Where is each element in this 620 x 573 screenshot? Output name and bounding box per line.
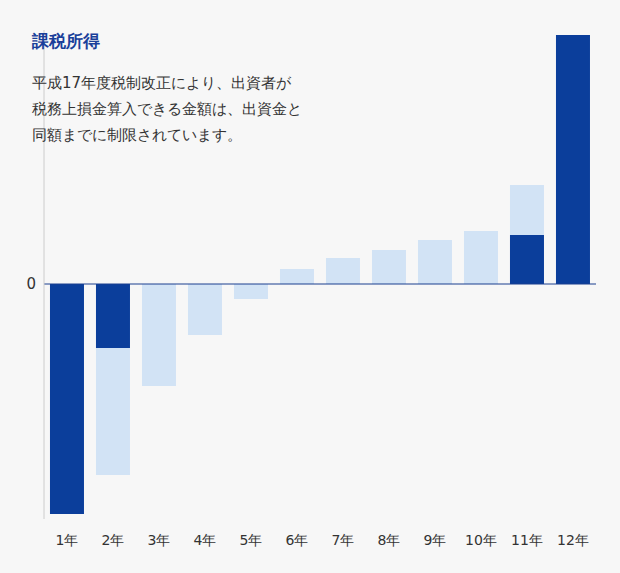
svg-text:6年: 6年 <box>286 532 309 548</box>
svg-text:2年: 2年 <box>102 532 125 548</box>
svg-text:7年: 7年 <box>332 532 355 548</box>
svg-text:11年: 11年 <box>511 532 543 548</box>
svg-text:10年: 10年 <box>465 532 497 548</box>
svg-text:5年: 5年 <box>240 532 263 548</box>
html-text:平成17年度税制改正により、出資者が 税務上損金算入できる金: 平成17年度税制改正により、出資者が 税務上損金算入できる金額は、出資金と 同額… <box>32 74 302 144</box>
svg-text:0: 0 <box>26 275 36 293</box>
svg-text:4年: 4年 <box>194 532 217 548</box>
svg-text:1年: 1年 <box>56 532 79 548</box>
svg-text:12年: 12年 <box>557 532 589 548</box>
html-text:課税所得: 課税所得 <box>32 31 100 51</box>
svg-text:9年: 9年 <box>424 532 447 548</box>
svg-text:3年: 3年 <box>148 532 171 548</box>
svg-text:8年: 8年 <box>378 532 401 548</box>
